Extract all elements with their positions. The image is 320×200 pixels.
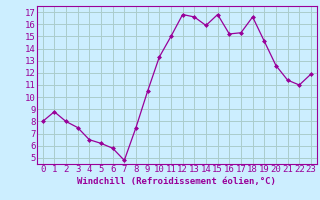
X-axis label: Windchill (Refroidissement éolien,°C): Windchill (Refroidissement éolien,°C) — [77, 177, 276, 186]
